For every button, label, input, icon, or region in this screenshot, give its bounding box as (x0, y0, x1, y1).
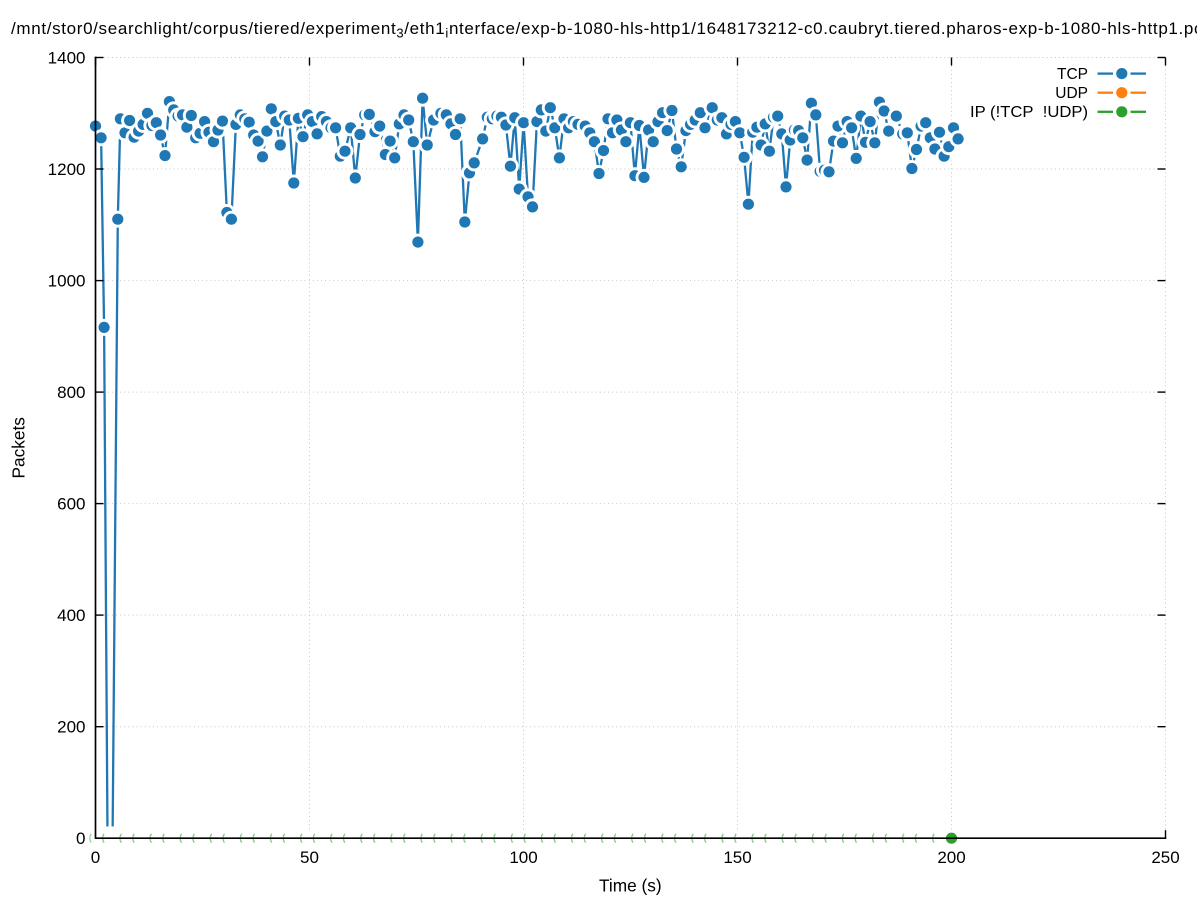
svg-text:Time (s): Time (s) (599, 876, 662, 896)
svg-text:200: 200 (57, 718, 85, 737)
svg-text:400: 400 (57, 606, 85, 625)
svg-text:800: 800 (57, 383, 85, 402)
svg-text:1000: 1000 (48, 271, 86, 290)
svg-text:1400: 1400 (48, 48, 86, 67)
svg-text:IP (!TCP !UDP): IP (!TCP !UDP) (970, 104, 1088, 121)
svg-text:50: 50 (300, 848, 319, 867)
svg-text:0: 0 (91, 848, 100, 867)
svg-text:150: 150 (723, 848, 751, 867)
svg-text:100: 100 (509, 848, 537, 867)
svg-text:/mnt/stor0/searchlight/corpus/: /mnt/stor0/searchlight/corpus/tiered/exp… (11, 19, 1197, 41)
svg-text:UDP: UDP (1055, 85, 1088, 102)
svg-text:1200: 1200 (48, 160, 86, 179)
svg-text:200: 200 (937, 848, 965, 867)
svg-text:0: 0 (76, 829, 85, 848)
svg-text:250: 250 (1151, 848, 1179, 867)
svg-text:600: 600 (57, 494, 85, 513)
svg-text:Packets: Packets (9, 417, 29, 479)
svg-text:TCP: TCP (1057, 66, 1088, 83)
